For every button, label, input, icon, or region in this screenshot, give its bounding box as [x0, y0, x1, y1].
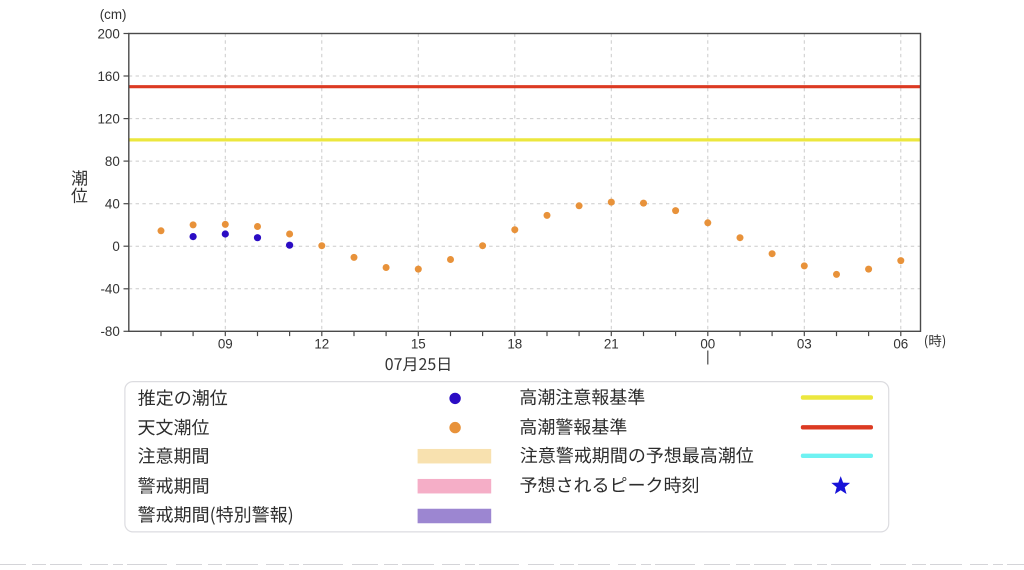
svg-text:-80: -80 [100, 324, 119, 339]
svg-text:00: 00 [700, 337, 715, 352]
svg-text:06: 06 [893, 337, 908, 352]
svg-text:03: 03 [797, 337, 812, 352]
svg-text:40: 40 [105, 197, 120, 212]
svg-text:18: 18 [507, 337, 522, 352]
svg-text:15: 15 [411, 337, 426, 352]
svg-text:120: 120 [97, 112, 119, 127]
svg-text:-40: -40 [100, 282, 119, 297]
svg-text:12: 12 [314, 337, 329, 352]
svg-text:21: 21 [604, 337, 619, 352]
svg-text:09: 09 [218, 337, 233, 352]
svg-text:200: 200 [97, 26, 119, 41]
svg-text:(cm): (cm) [100, 7, 127, 22]
svg-text:80: 80 [105, 154, 120, 169]
svg-text:160: 160 [97, 69, 119, 84]
svg-text:0: 0 [112, 239, 119, 254]
